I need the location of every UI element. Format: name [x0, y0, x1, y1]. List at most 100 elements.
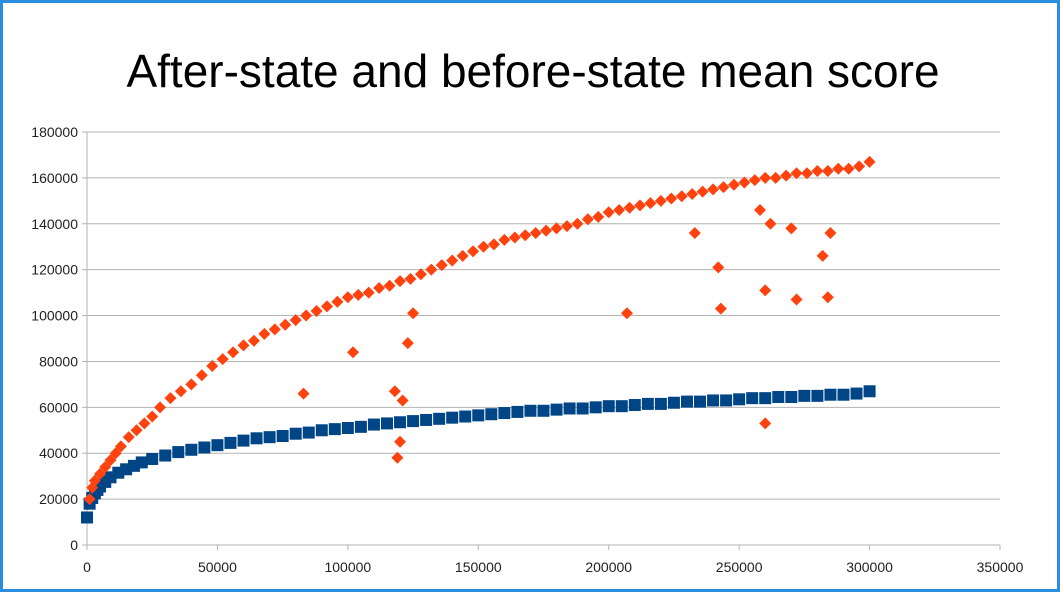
data-point-diamond: [634, 199, 647, 212]
data-point-diamond: [320, 300, 333, 313]
x-tick-label: 250000: [716, 559, 763, 575]
data-series: [81, 155, 876, 524]
data-point-diamond: [174, 385, 187, 398]
data-point-square: [407, 415, 420, 428]
data-point-diamond: [467, 245, 480, 258]
data-point-square: [537, 404, 550, 417]
tick-labels: 0 20000 40000 60000 80000 100000 120000 140000 1…: [31, 124, 1023, 575]
x-tick-label: 150000: [455, 559, 502, 575]
data-point-diamond: [289, 314, 302, 327]
data-point-diamond: [146, 410, 159, 423]
data-point-diamond: [435, 259, 448, 272]
data-point-diamond: [352, 288, 365, 301]
data-point-square: [667, 396, 680, 409]
data-point-square: [289, 427, 302, 440]
data-point-diamond: [696, 185, 709, 198]
data-point-diamond: [310, 304, 323, 317]
data-point-diamond: [122, 431, 135, 444]
data-point-diamond: [714, 302, 727, 315]
data-point-diamond: [560, 220, 573, 233]
data-point-diamond: [487, 238, 500, 251]
data-point-diamond: [519, 229, 532, 242]
data-point-diamond: [780, 169, 793, 182]
data-point-square: [785, 391, 798, 404]
chart-title: After-state and before-state mean score: [126, 45, 940, 97]
data-point-diamond: [790, 167, 803, 180]
data-point-diamond: [581, 213, 594, 226]
data-point-square: [615, 400, 628, 413]
data-point-square: [837, 388, 850, 401]
data-point-square: [135, 456, 148, 469]
data-point-square: [302, 426, 315, 439]
data-point-diamond: [754, 204, 767, 217]
data-point-square: [720, 394, 733, 407]
data-point-diamond: [769, 171, 782, 184]
data-point-diamond: [383, 279, 396, 292]
data-point-diamond: [712, 261, 725, 274]
data-point-square: [250, 432, 263, 445]
data-point-diamond: [388, 385, 401, 398]
data-point-square: [680, 395, 693, 408]
data-point-diamond: [83, 493, 96, 506]
data-point-diamond: [396, 394, 409, 407]
data-point-diamond: [401, 337, 414, 350]
data-point-square: [146, 452, 159, 465]
data-point-square: [811, 389, 824, 402]
data-point-diamond: [623, 201, 636, 214]
data-point-diamond: [138, 417, 151, 430]
y-tick-label: 140000: [31, 216, 78, 232]
data-point-diamond: [665, 192, 678, 205]
x-tick-label: 0: [83, 559, 91, 575]
data-point-square: [224, 436, 237, 449]
data-point-diamond: [94, 467, 107, 480]
data-point-diamond: [456, 249, 469, 262]
y-tick-label: 0: [70, 537, 78, 553]
data-point-square: [81, 511, 93, 524]
data-point-square: [863, 385, 876, 398]
y-tick-label: 20000: [39, 491, 78, 507]
data-point-diamond: [592, 210, 605, 223]
data-point-diamond: [268, 323, 281, 336]
y-tick-label: 60000: [39, 399, 78, 415]
data-point-diamond: [425, 263, 438, 276]
data-point-square: [172, 446, 185, 459]
data-point-square: [746, 392, 759, 405]
data-point-diamond: [237, 339, 250, 352]
x-tick-label: 50000: [198, 559, 237, 575]
data-point-diamond: [727, 178, 740, 191]
data-point-diamond: [373, 282, 386, 295]
data-point-diamond: [717, 181, 730, 194]
data-point-diamond: [362, 286, 375, 299]
data-point-diamond: [130, 424, 143, 437]
data-point-diamond: [498, 233, 511, 246]
data-point-square: [563, 402, 576, 415]
y-tick-label: 120000: [31, 262, 78, 278]
data-point-diamond: [644, 197, 657, 210]
data-point-square: [420, 413, 433, 426]
data-point-diamond: [164, 392, 177, 405]
data-point-diamond: [540, 224, 553, 237]
data-point-square: [628, 399, 641, 412]
data-point-diamond: [394, 275, 407, 288]
data-point-diamond: [853, 160, 866, 173]
data-point-diamond: [477, 240, 490, 253]
data-point-diamond: [602, 206, 615, 219]
data-point-diamond: [347, 346, 360, 359]
data-point-diamond: [279, 318, 292, 331]
data-point-diamond: [620, 307, 633, 320]
data-point-square: [341, 421, 354, 434]
data-point-diamond: [863, 155, 876, 168]
data-point-diamond: [258, 327, 271, 340]
data-point-square: [824, 388, 837, 401]
data-point-square: [694, 395, 707, 408]
data-point-diamond: [759, 284, 772, 297]
data-point-diamond: [759, 171, 772, 184]
data-point-diamond: [785, 222, 798, 235]
data-point-square: [472, 409, 485, 422]
data-point-square: [772, 391, 785, 404]
data-point-diamond: [508, 231, 521, 244]
data-point-diamond: [297, 387, 310, 400]
data-point-square: [733, 393, 746, 406]
series-0: [81, 385, 876, 524]
